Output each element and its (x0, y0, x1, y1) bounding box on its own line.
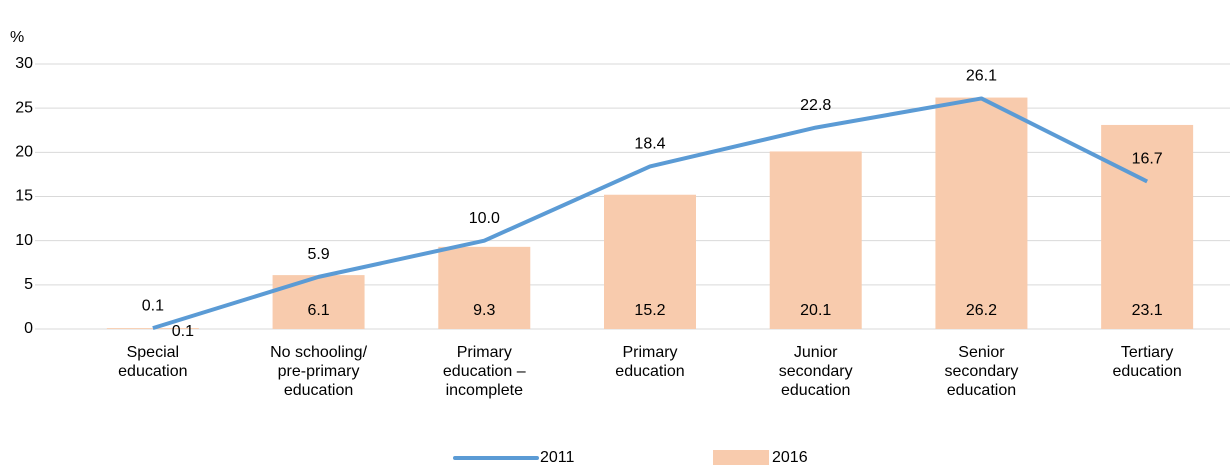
bar-value-label: 0.1 (172, 323, 194, 340)
bar-value-label: 15.2 (634, 302, 665, 319)
y-tick-label: 5 (24, 276, 33, 293)
bar (272, 275, 365, 329)
line-value-label: 16.7 (1132, 151, 1163, 168)
bar (769, 151, 862, 329)
x-tick-label: Primary education – incomplete (442, 344, 526, 399)
line (152, 96, 1149, 331)
line-value-label: 26.1 (966, 68, 997, 85)
y-tick-label: 0 (24, 320, 33, 337)
bar (106, 328, 199, 329)
x-tick-label: Special education (118, 344, 188, 380)
line-value-label: 10.0 (469, 210, 500, 227)
x-tick-label: Senior secondary education (944, 344, 1019, 399)
x-tick-label: Junior secondary education (778, 344, 853, 399)
bar-value-label: 23.1 (1132, 302, 1163, 319)
bar (438, 246, 531, 329)
y-tick-label: 20 (15, 144, 33, 161)
bar (604, 194, 696, 329)
bar-value-label: 20.1 (800, 302, 831, 319)
x-tick-label: Tertiary education (1112, 344, 1182, 380)
legend-label: 2011 (540, 449, 575, 465)
x-tick-label: Primary education (615, 344, 685, 380)
y-tick-label: 10 (15, 232, 33, 249)
legend-swatch (713, 450, 769, 465)
line-value-label: 5.9 (307, 246, 329, 263)
y-tick-label: 25 (15, 99, 33, 116)
bar (935, 97, 1028, 329)
x-tick-label: No schooling/ pre-primary education (270, 344, 368, 399)
y-axis-label: % (10, 29, 24, 46)
line-value-label: 18.4 (634, 136, 665, 153)
bar-value-label: 9.3 (473, 302, 495, 319)
bar-value-label: 6.1 (307, 302, 329, 319)
legend-label: 2016 (772, 449, 808, 465)
bar (1101, 124, 1194, 329)
bar-value-label: 26.2 (966, 302, 997, 319)
line-value-label: 0.1 (142, 297, 164, 314)
y-tick-label: 15 (15, 188, 33, 205)
y-tick-label: 30 (15, 55, 33, 72)
line-value-label: 22.8 (800, 97, 831, 114)
